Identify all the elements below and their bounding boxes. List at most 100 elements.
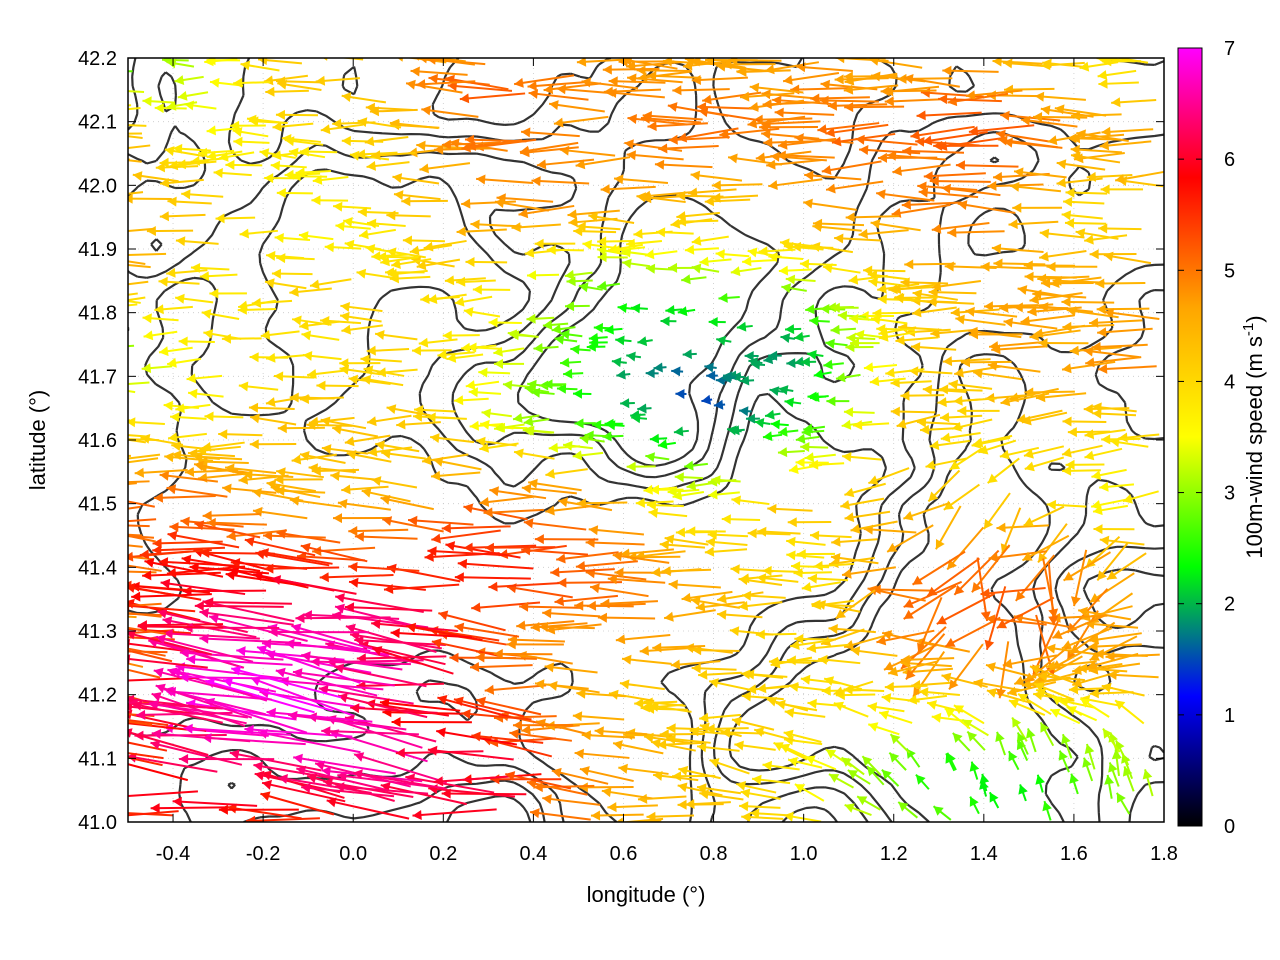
wind-arrow	[951, 418, 993, 432]
wind-arrow	[204, 597, 292, 608]
wind-arrow	[1089, 635, 1138, 662]
wind-arrow	[315, 75, 360, 86]
wind-arrow	[193, 460, 248, 476]
wind-arrow	[657, 739, 703, 750]
wind-arrow	[453, 395, 489, 406]
wind-arrow	[1008, 219, 1059, 230]
wind-arrow	[726, 425, 742, 436]
wind-arrow	[277, 423, 325, 434]
wind-arrow	[507, 634, 565, 645]
wind-arrow	[1007, 750, 1020, 771]
x-tick-label: 0.0	[339, 843, 367, 865]
wind-arrow	[202, 510, 262, 521]
wind-arrow	[922, 131, 988, 146]
wind-arrow	[621, 258, 651, 269]
wind-arrow	[1102, 728, 1121, 753]
wind-arrow	[731, 495, 770, 506]
wind-arrow	[1029, 329, 1081, 341]
wind-arrow	[1040, 60, 1085, 71]
wind-arrow	[319, 572, 394, 583]
wind-arrow	[929, 176, 991, 187]
wind-arrow	[729, 626, 774, 637]
wind-arrow	[947, 227, 1005, 238]
wind-arrow	[301, 783, 395, 798]
colorbar-label-main: 100m-wind speed (m s	[1242, 336, 1267, 559]
wind-arrow	[412, 808, 497, 820]
wind-arrow	[960, 357, 1012, 368]
wind-arrow	[333, 513, 390, 524]
wind-arrow	[793, 567, 832, 578]
wind-arrow	[825, 180, 884, 194]
wind-arrow	[174, 75, 204, 85]
wind-arrow	[938, 94, 1002, 105]
wind-arrow	[246, 815, 320, 822]
wind-arrow	[128, 292, 138, 296]
wind-arrow	[622, 58, 678, 70]
wind-arrow	[867, 270, 909, 281]
wind-arrow	[128, 193, 172, 204]
wind-arrow	[607, 574, 666, 585]
wind-arrow	[164, 452, 214, 463]
wind-arrow	[445, 541, 521, 559]
wind-arrow	[152, 545, 225, 556]
wind-arrow	[653, 362, 667, 373]
wind-arrow	[968, 329, 1023, 340]
wind-arrow	[181, 554, 261, 572]
wind-arrow	[795, 457, 829, 468]
wind-arrow	[767, 503, 813, 514]
wind-arrow	[847, 769, 871, 785]
colorbar-tick-label: 7	[1224, 38, 1235, 60]
wind-arrow	[995, 129, 1057, 144]
wind-arrow	[747, 528, 791, 539]
wind-arrow	[762, 431, 783, 442]
wind-arrow	[154, 304, 193, 315]
wind-arrow	[261, 779, 346, 803]
wind-vectors	[128, 58, 1164, 822]
wind-arrow	[844, 510, 891, 523]
wind-arrow	[1033, 682, 1074, 701]
wind-arrow	[183, 723, 291, 736]
wind-arrow	[681, 590, 733, 603]
wind-arrow	[274, 233, 311, 243]
wind-arrow	[1085, 356, 1142, 368]
wind-arrow	[753, 727, 795, 742]
wind-arrow	[166, 267, 208, 278]
wind-arrow	[128, 263, 151, 269]
wind-arrow	[416, 79, 476, 90]
wind-arrow	[649, 433, 668, 444]
wind-arrow	[1020, 314, 1075, 326]
wind-arrow	[711, 192, 759, 203]
wind-arrow	[673, 426, 689, 437]
wind-arrow	[917, 597, 943, 654]
wind-arrow	[140, 434, 184, 446]
wind-arrow	[677, 799, 724, 810]
wind-arrow	[784, 324, 802, 335]
wind-arrow	[289, 392, 335, 403]
wind-arrow	[194, 600, 284, 611]
wind-arrow	[209, 288, 247, 299]
wind-arrow	[1122, 766, 1135, 792]
wind-arrow	[713, 399, 726, 410]
wind-arrow	[942, 65, 999, 76]
wind-arrow	[871, 584, 932, 595]
wind-arrow	[1061, 297, 1115, 307]
x-tick-label: 1.8	[1150, 843, 1178, 865]
wind-arrow	[128, 280, 149, 286]
wind-arrow	[770, 151, 827, 162]
wind-arrow	[339, 358, 381, 369]
wind-arrow	[813, 369, 832, 379]
wind-arrow	[701, 394, 713, 405]
wind-arrow	[143, 330, 178, 341]
wind-arrow	[366, 218, 406, 229]
wind-arrow	[936, 592, 996, 625]
wind-arrow	[128, 626, 167, 635]
wind-arrow	[780, 333, 796, 343]
wind-arrow	[363, 365, 405, 377]
colorbar-label: 100m-wind speed (m s-1)	[1240, 315, 1267, 558]
wind-arrow	[1061, 444, 1103, 458]
wind-arrow	[910, 125, 975, 141]
wind-arrow	[852, 420, 890, 430]
wind-arrow	[382, 516, 444, 533]
wind-arrow	[276, 529, 341, 544]
wind-arrow	[931, 221, 990, 234]
